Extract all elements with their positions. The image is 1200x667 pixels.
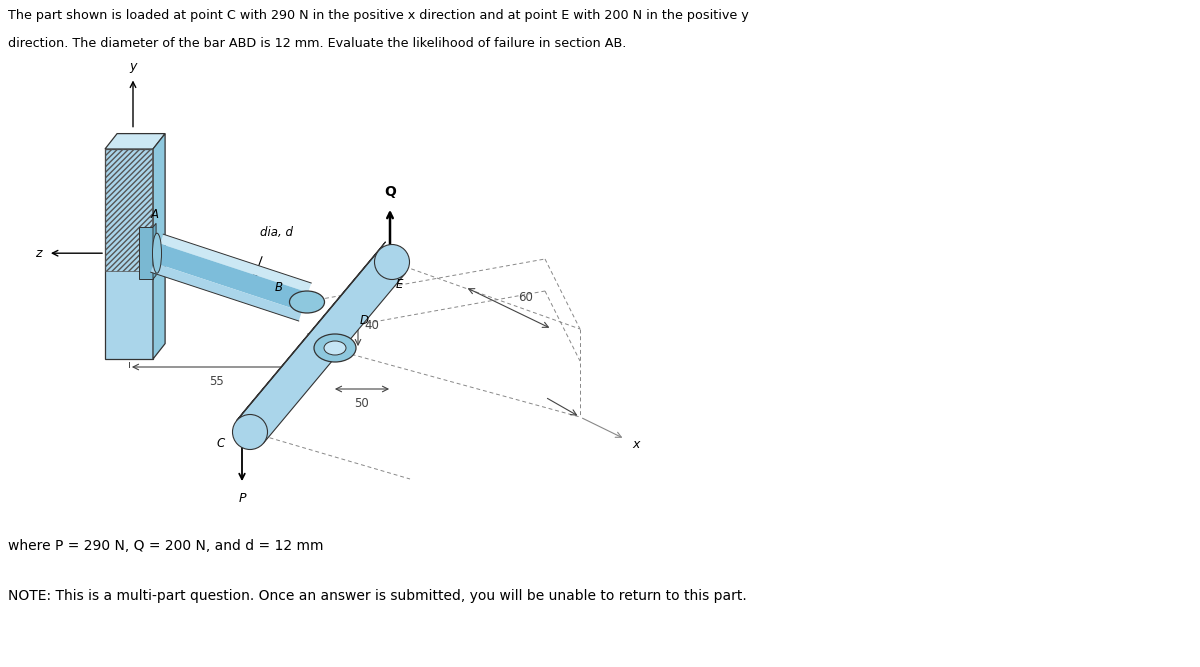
Polygon shape <box>139 227 154 279</box>
Text: The part shown is loaded at point C with 290 N in the positive x direction and a: The part shown is loaded at point C with… <box>8 9 749 22</box>
Polygon shape <box>106 149 154 359</box>
Text: 40: 40 <box>364 319 379 332</box>
Ellipse shape <box>152 233 162 273</box>
Text: E: E <box>396 278 403 291</box>
Text: B: B <box>275 281 283 294</box>
Text: A: A <box>151 208 158 221</box>
Polygon shape <box>106 133 166 149</box>
Text: 50: 50 <box>355 397 370 410</box>
Text: P: P <box>239 492 246 505</box>
Ellipse shape <box>314 334 356 362</box>
Text: y: y <box>130 59 137 73</box>
Polygon shape <box>236 241 385 421</box>
Text: x: x <box>632 438 640 452</box>
Polygon shape <box>160 234 311 293</box>
Polygon shape <box>154 133 166 359</box>
Text: D: D <box>360 314 370 327</box>
Text: where P = 290 N, Q = 200 N, and d = 12 mm: where P = 290 N, Q = 200 N, and d = 12 m… <box>8 539 324 553</box>
Text: Q: Q <box>384 185 396 199</box>
Text: dia, d: dia, d <box>260 226 293 239</box>
Ellipse shape <box>324 341 346 355</box>
Text: z: z <box>36 247 42 259</box>
Polygon shape <box>154 223 156 279</box>
Polygon shape <box>236 251 406 443</box>
Polygon shape <box>154 243 308 311</box>
Ellipse shape <box>233 414 268 450</box>
Text: 55: 55 <box>210 375 224 388</box>
Text: 60: 60 <box>518 291 533 304</box>
Polygon shape <box>151 263 302 321</box>
Ellipse shape <box>289 291 324 313</box>
Text: direction. The diameter of the bar ABD is 12 mm. Evaluate the likelihood of fail: direction. The diameter of the bar ABD i… <box>8 37 626 50</box>
Text: NOTE: This is a multi-part question. Once an answer is submitted, you will be un: NOTE: This is a multi-part question. Onc… <box>8 589 746 603</box>
Ellipse shape <box>374 245 409 279</box>
Text: C: C <box>216 437 224 450</box>
